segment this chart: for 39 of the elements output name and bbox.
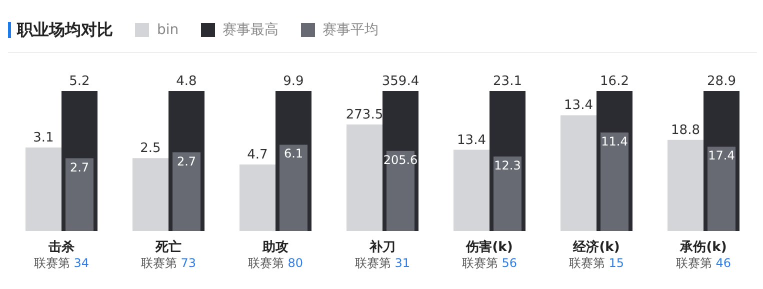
data-label: 16.2: [600, 74, 629, 89]
text: 联赛第 15: [568, 256, 624, 270]
x-tick-label: 承伤(k): [679, 240, 727, 255]
text: 联赛第 80: [248, 256, 304, 270]
chart-title: 职业场均对比: [17, 20, 113, 40]
x-tick-label: 击杀: [48, 239, 74, 255]
legend-label: 赛事平均: [322, 21, 379, 39]
text: 联赛第 31: [354, 256, 410, 270]
data-label: 11.4: [601, 134, 628, 148]
data-label: 5.2: [69, 74, 90, 89]
legend-label: bin: [156, 22, 179, 38]
data-label: 273.5: [346, 107, 384, 122]
data-label: 13.4: [457, 132, 486, 148]
data-label: 3.1: [33, 130, 54, 146]
data-label: 28.9: [707, 74, 736, 89]
data-label: 205.6: [383, 152, 418, 167]
data-label: 4.7: [247, 148, 268, 163]
text: 联赛第 56: [462, 256, 518, 270]
legend-label: 赛事最高: [222, 21, 279, 39]
x-tick-label: 补刀: [368, 239, 396, 255]
text: 联赛第 34: [34, 256, 90, 270]
x-tick-label: 经济(k): [572, 239, 620, 255]
data-label: 12.3: [494, 158, 521, 172]
data-label: 2.7: [176, 154, 196, 168]
data-label: 9.9: [283, 74, 304, 89]
text: 联赛第 73: [140, 256, 196, 270]
data-label: 4.8: [176, 74, 197, 89]
data-label: 18.8: [671, 122, 700, 138]
text: 联赛第 46: [676, 256, 732, 270]
data-label: 23.1: [493, 74, 522, 89]
x-tick-label: 助攻: [262, 240, 288, 255]
x-tick-label: 死亡: [154, 239, 182, 255]
data-label: 13.4: [564, 98, 593, 114]
x-tick-label: 伤害(k): [465, 239, 513, 255]
data-label: 17.4: [708, 148, 735, 163]
data-label: 359.4: [382, 74, 420, 89]
data-label: 6.1: [284, 146, 304, 161]
data-label: 2.7: [70, 160, 90, 174]
data-label: 2.5: [140, 141, 161, 156]
